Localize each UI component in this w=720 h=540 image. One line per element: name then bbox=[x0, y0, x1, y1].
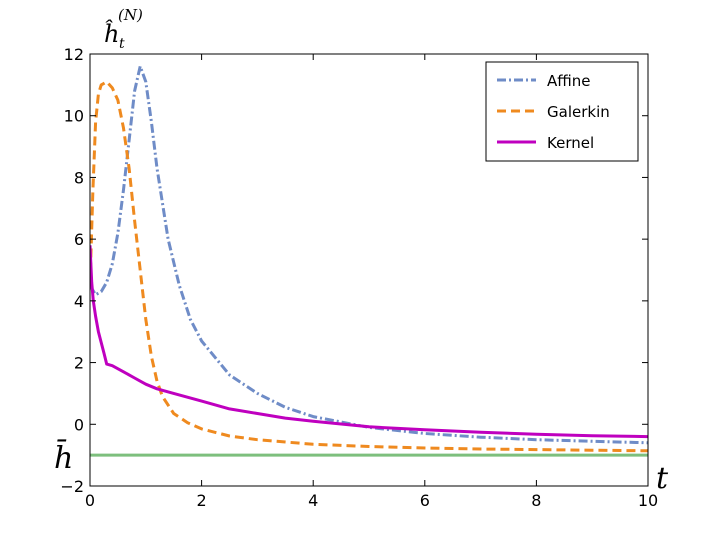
legend: Affine Galerkin Kernel bbox=[485, 61, 639, 162]
y-axis-label-subscript: t bbox=[119, 36, 125, 52]
series-line-kernel bbox=[90, 245, 648, 439]
x-axis-label: t bbox=[656, 461, 669, 496]
y-tick-label: 8 bbox=[74, 168, 84, 187]
x-tick-label: 2 bbox=[197, 491, 207, 510]
x-tick-label: 4 bbox=[308, 491, 318, 510]
y-tick-label: 12 bbox=[64, 45, 84, 64]
y-tick-label: 10 bbox=[64, 107, 84, 126]
y-tick-label: 0 bbox=[74, 415, 84, 434]
y-axis-label-superscript: (N) bbox=[118, 6, 143, 24]
x-tick-label: 8 bbox=[531, 491, 541, 510]
y-tick-label: 6 bbox=[74, 230, 84, 249]
y-tick-label: 4 bbox=[74, 292, 84, 311]
series-layer bbox=[90, 64, 648, 457]
y-axis-label: ĥ t (N) bbox=[104, 6, 143, 52]
legend-label-kernel: Kernel bbox=[547, 134, 594, 152]
plot-frame bbox=[89, 53, 649, 487]
x-tick-label: 10 bbox=[638, 491, 658, 510]
y-tick-label: −2 bbox=[60, 477, 84, 496]
legend-label-affine: Affine bbox=[547, 72, 591, 90]
legend-label-galerkin: Galerkin bbox=[547, 103, 610, 121]
x-tick-label: 6 bbox=[420, 491, 430, 510]
series-line-galerkin bbox=[90, 80, 648, 453]
y-tick-label: 2 bbox=[74, 354, 84, 373]
h-bar-label: h̄ bbox=[54, 438, 73, 476]
y-axis-label-base: ĥ bbox=[104, 19, 119, 48]
x-tick-label: 0 bbox=[85, 491, 95, 510]
series-line-affine bbox=[90, 64, 648, 445]
